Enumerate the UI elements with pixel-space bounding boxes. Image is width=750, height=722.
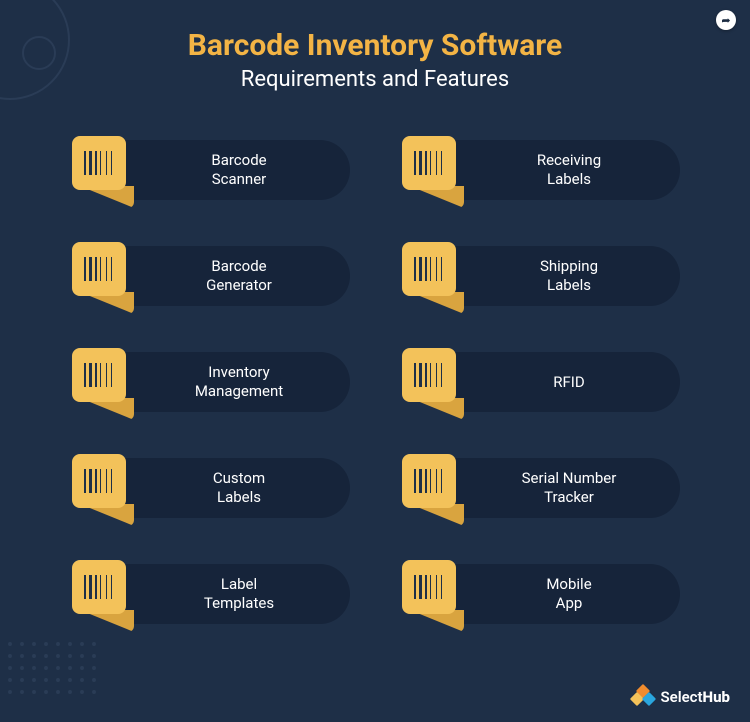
feature-label: Label Templates bbox=[204, 575, 274, 613]
feature-badge bbox=[400, 136, 464, 208]
feature-badge bbox=[70, 348, 134, 420]
header: Barcode Inventory Software Requirements … bbox=[0, 0, 750, 92]
barcode-icon bbox=[402, 242, 456, 296]
feature-item: Shipping Labels bbox=[400, 246, 680, 316]
feature-label: Serial Number Tracker bbox=[522, 469, 617, 507]
feature-item: Custom Labels bbox=[70, 458, 350, 528]
barcode-icon bbox=[72, 136, 126, 190]
feature-item: RFID bbox=[400, 352, 680, 422]
brand-text: SelectHub bbox=[660, 688, 730, 706]
feature-label: Shipping Labels bbox=[540, 257, 598, 295]
share-icon: ➦ bbox=[721, 14, 730, 27]
deco-dots bbox=[8, 642, 98, 694]
feature-badge bbox=[70, 560, 134, 632]
feature-label: Barcode Generator bbox=[206, 257, 272, 295]
barcode-icon bbox=[402, 560, 456, 614]
feature-badge bbox=[400, 242, 464, 314]
barcode-icon bbox=[72, 454, 126, 508]
barcode-icon bbox=[402, 136, 456, 190]
feature-badge bbox=[70, 242, 134, 314]
page-title: Barcode Inventory Software bbox=[0, 28, 750, 63]
feature-label: Inventory Management bbox=[195, 363, 283, 401]
barcode-icon bbox=[72, 560, 126, 614]
page-subtitle: Requirements and Features bbox=[0, 67, 750, 92]
feature-grid: Barcode Scanner Receiving Labels Barcode… bbox=[70, 140, 680, 634]
share-button[interactable]: ➦ bbox=[716, 10, 736, 30]
barcode-icon bbox=[72, 242, 126, 296]
feature-item: Mobile App bbox=[400, 564, 680, 634]
footer-brand: SelectHub bbox=[632, 686, 730, 708]
feature-item: Inventory Management bbox=[70, 352, 350, 422]
feature-item: Barcode Generator bbox=[70, 246, 350, 316]
feature-label: Receiving Labels bbox=[537, 151, 601, 189]
infographic-canvas: ➦ Barcode Inventory Software Requirement… bbox=[0, 0, 750, 722]
feature-badge bbox=[70, 136, 134, 208]
feature-badge bbox=[400, 348, 464, 420]
brand-suffix: Hub bbox=[703, 688, 730, 706]
feature-label: Mobile App bbox=[546, 575, 591, 613]
feature-badge bbox=[70, 454, 134, 526]
feature-item: Serial Number Tracker bbox=[400, 458, 680, 528]
brand-logo-icon bbox=[632, 686, 654, 708]
feature-item: Barcode Scanner bbox=[70, 140, 350, 210]
feature-item: Receiving Labels bbox=[400, 140, 680, 210]
barcode-icon bbox=[72, 348, 126, 402]
feature-label: Custom Labels bbox=[213, 469, 265, 507]
brand-prefix: Select bbox=[660, 688, 702, 706]
feature-label: RFID bbox=[553, 373, 584, 392]
feature-badge bbox=[400, 454, 464, 526]
feature-label: Barcode Scanner bbox=[211, 151, 266, 189]
barcode-icon bbox=[402, 454, 456, 508]
barcode-icon bbox=[402, 348, 456, 402]
feature-badge bbox=[400, 560, 464, 632]
deco-circle-small bbox=[22, 36, 56, 70]
feature-item: Label Templates bbox=[70, 564, 350, 634]
